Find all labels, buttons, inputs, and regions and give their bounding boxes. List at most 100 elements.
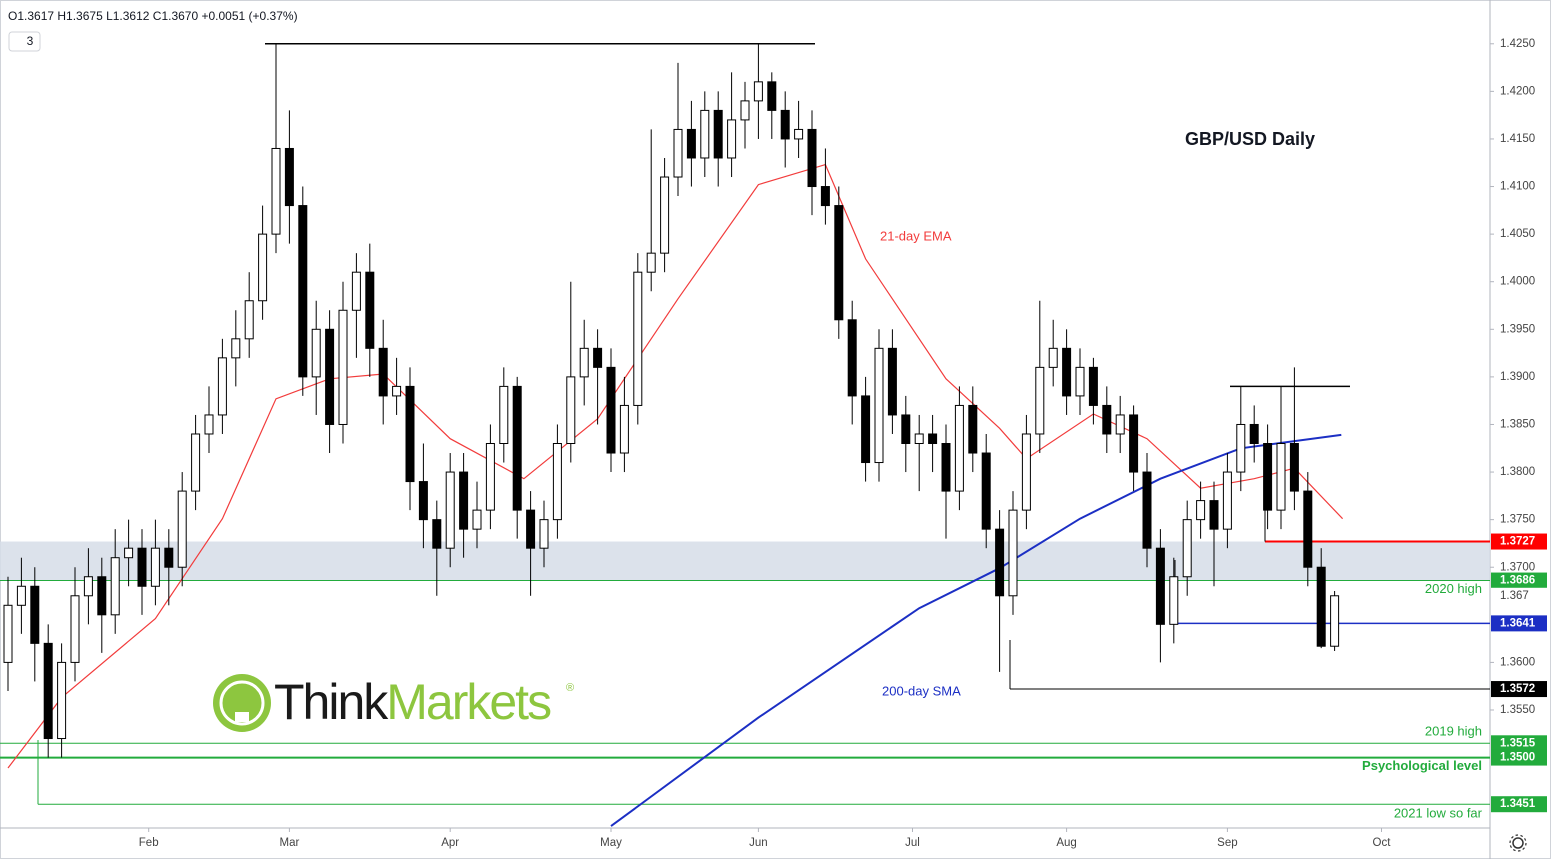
y-tick-label: 1.3850 bbox=[1500, 419, 1535, 431]
candle-body bbox=[83, 576, 93, 597]
candle-body bbox=[633, 271, 643, 406]
candle-body bbox=[901, 414, 911, 445]
y-tick-label: 1.4100 bbox=[1500, 181, 1535, 193]
candle-body bbox=[727, 119, 737, 159]
candle-body bbox=[981, 452, 991, 530]
candle-body bbox=[740, 100, 750, 121]
candle-body bbox=[1263, 443, 1273, 511]
candle-body bbox=[298, 205, 308, 378]
last-price-label: 1.367 bbox=[1500, 590, 1529, 602]
level-name: Psychological level bbox=[1362, 758, 1482, 773]
candle-body bbox=[459, 471, 469, 530]
candle-body bbox=[217, 357, 227, 416]
y-tick-label: 1.3600 bbox=[1500, 656, 1535, 668]
logo-bulb-base bbox=[235, 712, 249, 722]
candle-body bbox=[164, 547, 174, 568]
candle-body bbox=[820, 186, 830, 207]
candle-body bbox=[807, 128, 817, 188]
candle-body bbox=[579, 347, 589, 378]
candle-body bbox=[1088, 366, 1098, 406]
candle-body bbox=[526, 509, 536, 549]
candle-body bbox=[767, 81, 777, 111]
level-name: 2021 low so far bbox=[1394, 806, 1483, 821]
logo-markets: Markets bbox=[386, 674, 551, 730]
chart-title: GBP/USD Daily bbox=[1185, 129, 1315, 149]
candle-body bbox=[258, 233, 268, 302]
x-tick-label: Mar bbox=[279, 837, 299, 849]
candle-body bbox=[311, 328, 321, 378]
candle-body bbox=[124, 547, 134, 559]
candle-body bbox=[1249, 423, 1259, 445]
candle-body bbox=[1303, 490, 1313, 568]
candle-body bbox=[499, 385, 509, 445]
candle-body bbox=[1182, 519, 1192, 578]
level-badge-label: 1.3641 bbox=[1500, 617, 1536, 629]
candle-body bbox=[941, 443, 951, 492]
candle-body bbox=[700, 109, 710, 159]
candle-body bbox=[418, 481, 428, 521]
candle-body bbox=[43, 642, 53, 740]
candle-body bbox=[3, 604, 13, 663]
resistance-zone bbox=[0, 541, 1490, 581]
candle-body bbox=[97, 576, 107, 616]
level-badge-label: 1.3572 bbox=[1500, 683, 1535, 695]
candle-body bbox=[606, 366, 616, 454]
candle-body bbox=[928, 433, 938, 445]
candle-body bbox=[445, 471, 455, 549]
candle-body bbox=[284, 147, 294, 207]
plot-layer: 2020 high 2019 high Psychological level 202… bbox=[0, 43, 1490, 827]
candle-body bbox=[995, 528, 1005, 597]
level-badge-label: 1.3451 bbox=[1500, 798, 1536, 810]
x-tick-label: Jun bbox=[749, 837, 768, 849]
y-tick-label: 1.3900 bbox=[1500, 371, 1535, 383]
level-badge-label: 1.3515 bbox=[1500, 737, 1536, 749]
candle-body bbox=[1142, 471, 1152, 549]
candle-body bbox=[834, 205, 844, 321]
candle-body bbox=[794, 128, 804, 140]
level-badge-label: 1.3727 bbox=[1500, 536, 1535, 548]
candle-body bbox=[914, 433, 924, 445]
candle-body bbox=[1129, 414, 1139, 473]
candle-body bbox=[686, 128, 696, 159]
x-tick-label: May bbox=[600, 837, 622, 849]
candle-body bbox=[566, 376, 576, 445]
level-badge-label: 1.3686 bbox=[1500, 575, 1535, 587]
level-badge bbox=[1491, 749, 1547, 766]
x-tick-label: Aug bbox=[1056, 837, 1076, 849]
candle-body bbox=[646, 252, 656, 273]
candle-body bbox=[954, 404, 964, 492]
candle-body bbox=[539, 519, 549, 549]
x-tick-label: Jul bbox=[905, 837, 920, 849]
y-tick-label: 1.3800 bbox=[1500, 466, 1535, 478]
logo-bulb-ring bbox=[219, 680, 265, 726]
candle-body bbox=[753, 81, 763, 102]
level-badge bbox=[1491, 572, 1547, 589]
candle-body bbox=[874, 347, 884, 464]
y-tick-label: 1.3950 bbox=[1500, 323, 1535, 335]
candle-body bbox=[57, 661, 67, 740]
candle-body bbox=[271, 147, 281, 235]
candle-body bbox=[593, 347, 603, 368]
gear-ring bbox=[1512, 837, 1524, 849]
x-tick-label: Oct bbox=[1373, 837, 1392, 849]
level-badge bbox=[1491, 735, 1547, 752]
settings-icon[interactable] bbox=[1509, 834, 1527, 852]
candle-body bbox=[16, 585, 26, 606]
candle-body bbox=[1236, 423, 1246, 473]
candle-body bbox=[231, 338, 241, 359]
candle-body bbox=[472, 509, 482, 530]
level-name: 2020 high bbox=[1425, 581, 1482, 596]
candle-body bbox=[351, 271, 361, 311]
indicator-toggle[interactable] bbox=[8, 31, 41, 52]
candle-body bbox=[191, 433, 201, 492]
logo-registered: ® bbox=[566, 682, 574, 694]
candle-body bbox=[325, 328, 335, 425]
candle-body bbox=[552, 443, 562, 521]
y-tick-label: 1.3700 bbox=[1500, 561, 1535, 573]
candle-body bbox=[392, 385, 402, 397]
level-name: 2019 high bbox=[1425, 724, 1482, 739]
candle-body bbox=[378, 347, 388, 397]
candle-body bbox=[1021, 433, 1031, 511]
x-tick-label: Feb bbox=[139, 837, 159, 849]
last-price-badge bbox=[1491, 587, 1547, 604]
